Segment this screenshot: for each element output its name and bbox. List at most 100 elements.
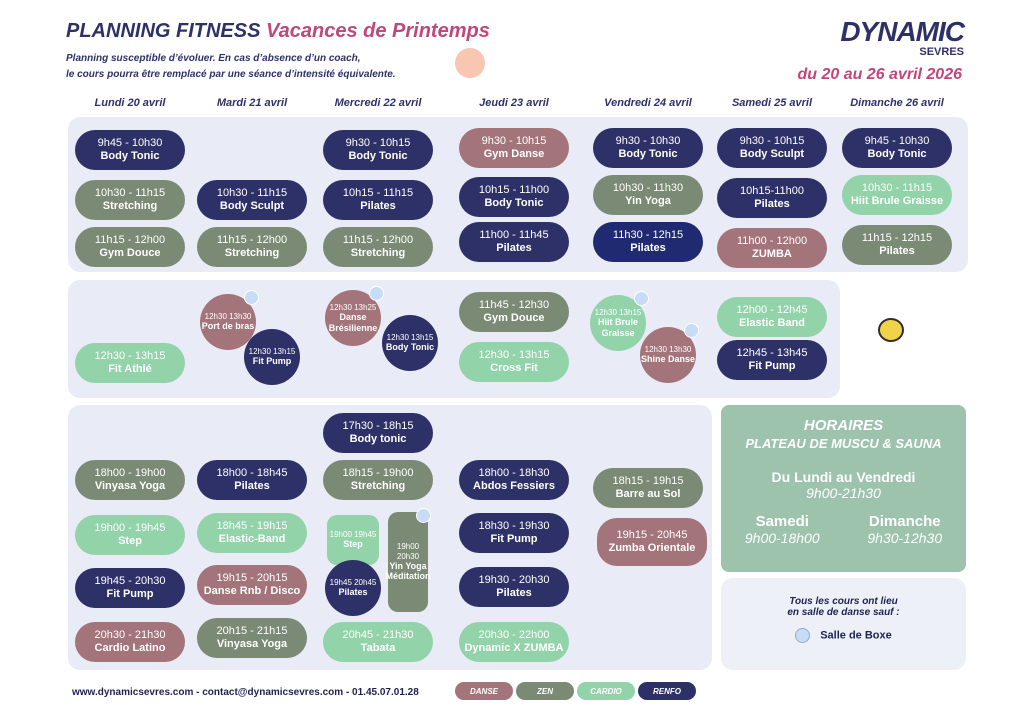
boxe-label: Salle de Boxe <box>820 629 892 642</box>
session: 10h15 - 11h15 Pilates <box>323 180 433 220</box>
session-time: 20h15 - 21h15 <box>216 625 288 638</box>
session: 18h45 - 19h15 Elastic-Band <box>197 513 307 553</box>
session: 19h30 - 20h30 Pilates <box>459 567 569 607</box>
session-name: Fit Pump <box>252 356 292 367</box>
session-name: Hiit Brule Graisse <box>850 195 944 207</box>
session-name: Dynamic X ZUMBA <box>464 642 564 654</box>
session: 10h30 - 11h15 Hiit Brule Graisse <box>842 175 952 215</box>
session: 12h30 - 13h15 Fit Athlé <box>75 343 185 383</box>
session-name: Vinyasa Yoga <box>216 638 288 650</box>
session-time: 10h30 - 11h15 <box>861 182 933 195</box>
session: 9h30 - 10h15 Body Tonic <box>323 130 433 170</box>
session-time: 11h45 - 12h30 <box>478 299 550 312</box>
session-time: 9h30 - 10h30 <box>615 135 681 148</box>
day-header: Jeudi 23 avril <box>479 97 549 109</box>
session-time: 12h30 - 13h15 <box>94 350 166 363</box>
day-header: Dimanche 26 avril <box>850 97 944 109</box>
session-time: 18h00 - 18h45 <box>216 467 288 480</box>
flower-icon <box>455 48 485 78</box>
session-time: 20h30 - 22h00 <box>478 629 550 642</box>
session-time: 12h30 13h15 <box>594 308 642 318</box>
session: 19h45 - 20h30 Fit Pump <box>75 568 185 608</box>
session-time: 12h45 - 13h45 <box>736 347 808 360</box>
session-time: 20h45 - 21h30 <box>342 629 414 642</box>
bee-icon <box>878 318 904 342</box>
session-time: 11h15 - 12h00 <box>94 234 166 247</box>
session: 18h15 - 19h15 Barre au Sol <box>593 468 703 508</box>
session-name: Barre au Sol <box>615 488 681 500</box>
session: 11h15 - 12h00 Stretching <box>197 227 307 267</box>
session-time: 11h00 - 12h00 <box>736 235 808 248</box>
session-time: 17h30 - 18h15 <box>342 420 414 433</box>
session: 12h30 - 13h15 Cross Fit <box>459 342 569 382</box>
session: 11h15 - 12h15 Pilates <box>842 225 952 265</box>
legend-item: ZEN <box>516 682 574 700</box>
session-name: Pilates <box>754 198 790 210</box>
hours-title: HORAIRES <box>803 417 884 434</box>
session: 18h30 - 19h30 Fit Pump <box>459 513 569 553</box>
session: 19h45 20h45 Pilates <box>325 560 381 616</box>
session-time: 19h45 - 20h30 <box>94 575 166 588</box>
session-name: Shine Danse <box>640 354 696 365</box>
panel-noon <box>68 280 840 398</box>
session: 9h45 - 10h30 Body Tonic <box>842 128 952 168</box>
hours-sunday: Dimanche <box>868 513 941 530</box>
legend-item: DANSE <box>455 682 513 700</box>
session-time: 12h30 13h30 <box>644 345 692 355</box>
session-time: 18h30 - 19h30 <box>478 520 550 533</box>
session-name: Yin Yoga Méditation <box>385 560 431 582</box>
session-name: Gym Douce <box>483 312 545 324</box>
session-name: Body Tonic <box>348 150 408 162</box>
session: 11h15 - 12h00 Stretching <box>323 227 433 267</box>
session-name: Pilates <box>496 587 532 599</box>
session: 12h30 13h15 Body Tonic <box>382 315 438 371</box>
session-name: Fit Pump <box>106 588 154 600</box>
day-header: Mercredi 22 avril <box>334 97 422 109</box>
session-name: Gym Douce <box>99 247 161 259</box>
boxe-dot <box>795 628 811 643</box>
session: 9h30 - 10h15 Body Sculpt <box>717 128 827 168</box>
session: 18h15 - 19h00 Stretching <box>323 460 433 500</box>
session-name: Body Tonic <box>867 148 927 160</box>
session-name: Fit Athlé <box>108 363 152 375</box>
hours-weekdays: Du Lundi au Vendredi <box>771 469 916 485</box>
hours-box: HORAIRES PLATEAU DE MUSCU & SAUNA Du Lun… <box>721 405 966 572</box>
session: 10h15 - 11h00 Body Tonic <box>459 177 569 217</box>
session-time: 9h30 - 10h15 <box>345 137 411 150</box>
session-time: 10h15 - 11h15 <box>342 187 414 200</box>
session: 12h45 - 13h45 Fit Pump <box>717 340 827 380</box>
session-time: 9h30 - 10h15 <box>739 135 805 148</box>
title-wrap: PLANNING FITNESS Vacances de Printemps <box>66 20 490 43</box>
session-name: Zumba Orientale <box>608 542 696 554</box>
session-name: Cardio Latino <box>94 642 166 654</box>
session-time: 19h00 20h30 <box>396 542 420 561</box>
session: 19h00 - 19h45 Step <box>75 515 185 555</box>
boxe-dot <box>634 291 649 306</box>
session-name: Body Tonic <box>484 197 544 209</box>
hours-subtitle: PLATEAU DE MUSCU & SAUNA <box>745 436 942 451</box>
session-name: Pilates <box>879 245 915 257</box>
session-name: Pilates <box>360 200 396 212</box>
session-name: Pilates <box>234 480 270 492</box>
session-name: Stretching <box>350 247 406 259</box>
session: 20h30 - 21h30 Cardio Latino <box>75 622 185 662</box>
session-time: 10h30 - 11h30 <box>612 182 684 195</box>
session-time: 12h30 13h25 <box>329 303 377 313</box>
session-name: Step <box>118 535 142 547</box>
session: 18h00 - 19h00 Vinyasa Yoga <box>75 460 185 500</box>
session: 10h30 - 11h30 Yin Yoga <box>593 175 703 215</box>
boxe-dot <box>244 290 259 305</box>
session-name: Fit Pump <box>490 533 538 545</box>
day-header: Samedi 25 avril <box>731 97 813 109</box>
session: 10h15-11h00 Pilates <box>717 178 827 218</box>
session-name: Danse Rnb / Disco <box>203 585 301 597</box>
session-name: Cross Fit <box>490 362 538 374</box>
session-time: 19h00 19h45 <box>329 530 377 540</box>
note-box-line: Tous les cours ont lieu <box>789 596 898 607</box>
session-time: 12h30 13h15 <box>386 333 434 343</box>
session-name: Fit Pump <box>748 360 796 372</box>
session-name: Vinyasa Yoga <box>94 480 166 492</box>
session-name: Danse Brésilienne <box>328 312 378 333</box>
session: 12h30 13h15 Fit Pump <box>244 329 300 385</box>
note-line: Planning susceptible d’évoluer. En cas d… <box>66 53 361 64</box>
